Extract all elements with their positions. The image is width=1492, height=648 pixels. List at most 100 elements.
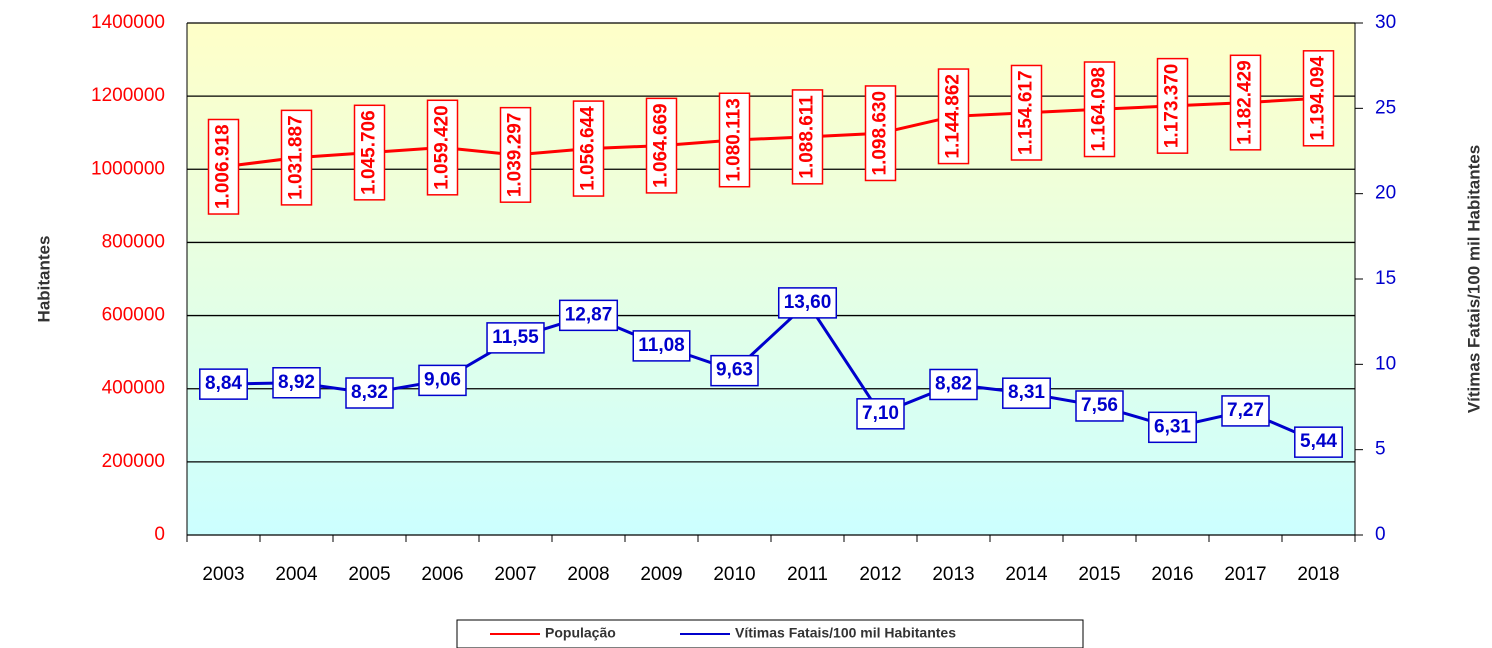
value-label-box [1010,64,1043,161]
legend-label: População [545,625,616,641]
x-tick-label: 2008 [567,564,609,585]
value-label-box [710,354,759,387]
y2-tick-label: 20 [1375,183,1396,204]
value-label-box [1229,54,1262,151]
value-label-box [572,100,605,197]
value-label: 1.006.918 [213,124,234,209]
value-label: 1.173.370 [1162,64,1183,149]
x-tick-label: 2014 [1005,564,1048,585]
x-tick-label: 2010 [713,564,755,585]
value-label-box [1083,61,1116,158]
x-tick-label: 2004 [275,564,318,585]
line [223,300,1320,444]
value-label-box [937,68,970,165]
value-label-box [1294,426,1343,458]
value-label: 1.045.706 [359,110,380,195]
y2-tick-label: 10 [1375,353,1396,374]
value-label: 1.031.887 [286,115,307,200]
value-label: 12,87 [565,304,613,325]
value-label: 1.080.113 [724,98,745,181]
value-label-box [1148,411,1197,444]
value-label-box [929,368,978,401]
value-label: 1.182.429 [1235,60,1256,145]
value-label-box [864,85,897,182]
value-label: 1.154.617 [1016,70,1037,155]
value-label: 1.098.630 [870,91,891,176]
value-label: 11,55 [492,327,539,348]
value-label: 13,60 [784,292,832,313]
y-tick-label: 200000 [102,451,165,472]
x-tick-label: 2007 [494,564,536,585]
value-label: 8,92 [278,372,315,393]
x-tick-label: 2003 [202,564,244,585]
value-label-box [558,299,619,332]
y-tick-label: 0 [154,524,165,545]
line [223,96,1319,169]
x-tick-label: 2018 [1297,564,1339,585]
value-label: 1.088.611 [797,95,818,179]
value-label: 1.144.862 [943,74,964,159]
y-tick-label: 800000 [102,231,165,252]
y-tick-label: 1000000 [91,158,165,179]
value-label-box [718,92,751,188]
y2-axis-title: Vítimas Fatais/100 mil Habitantes [1464,145,1483,413]
x-tick-label: 2017 [1224,564,1266,585]
value-label: 1.194.094 [1308,56,1329,141]
y-tick-label: 1200000 [91,85,165,106]
legend [456,619,1084,648]
value-label-box [272,367,321,399]
value-label: 7,27 [1227,400,1264,421]
value-label-box [1075,390,1124,422]
value-label-box [280,109,313,206]
value-label: 1.164.098 [1089,67,1110,152]
value-label-box [645,97,678,194]
value-label: 8,32 [351,382,388,403]
y2-tick-label: 15 [1375,268,1396,289]
value-label: 1.039.297 [505,113,526,198]
value-label-box [777,287,838,319]
value-label-box [791,89,824,185]
value-label: 1.064.669 [651,103,672,188]
value-label: 8,82 [935,373,972,394]
value-label: 1.059.420 [432,105,453,190]
x-tick-label: 2012 [859,564,901,585]
value-label-box [1302,50,1335,147]
value-label-box [499,106,532,203]
x-tick-label: 2011 [787,564,828,585]
y2-tick-label: 25 [1375,97,1396,118]
value-label-box [207,118,240,215]
x-tick-label: 2016 [1151,564,1193,585]
value-label: 7,10 [862,403,899,424]
x-tick-label: 2015 [1078,564,1120,585]
value-label-box [353,104,386,201]
value-label-box [1221,395,1270,427]
x-tick-label: 2005 [348,564,390,585]
y-tick-label: 400000 [102,378,165,399]
value-label: 9,63 [716,360,753,381]
value-label: 1.056.644 [578,106,599,191]
y-tick-label: 1400000 [91,12,165,33]
value-label: 6,31 [1154,416,1191,437]
value-label-box [426,99,459,196]
x-tick-label: 2006 [421,564,463,585]
y-tick-label: 600000 [102,305,165,326]
y2-tick-label: 0 [1375,524,1386,545]
value-label-box [1156,57,1189,154]
value-label: 11,08 [638,335,685,356]
y-axis-title: Habitantes [34,236,53,323]
value-label: 9,06 [424,369,461,390]
value-label: 8,84 [205,373,242,394]
value-label-box [1002,377,1051,409]
value-label: 7,56 [1081,395,1118,416]
value-label-box [345,377,394,409]
x-tick-label: 2013 [932,564,974,585]
value-label-box [632,330,691,362]
y2-tick-label: 30 [1375,12,1396,33]
value-label-box [856,398,905,430]
value-label: 8,31 [1008,382,1045,403]
value-label-box [486,322,545,354]
value-label-box [199,368,248,400]
value-label-box [418,364,467,397]
x-tick-label: 2009 [640,564,682,585]
